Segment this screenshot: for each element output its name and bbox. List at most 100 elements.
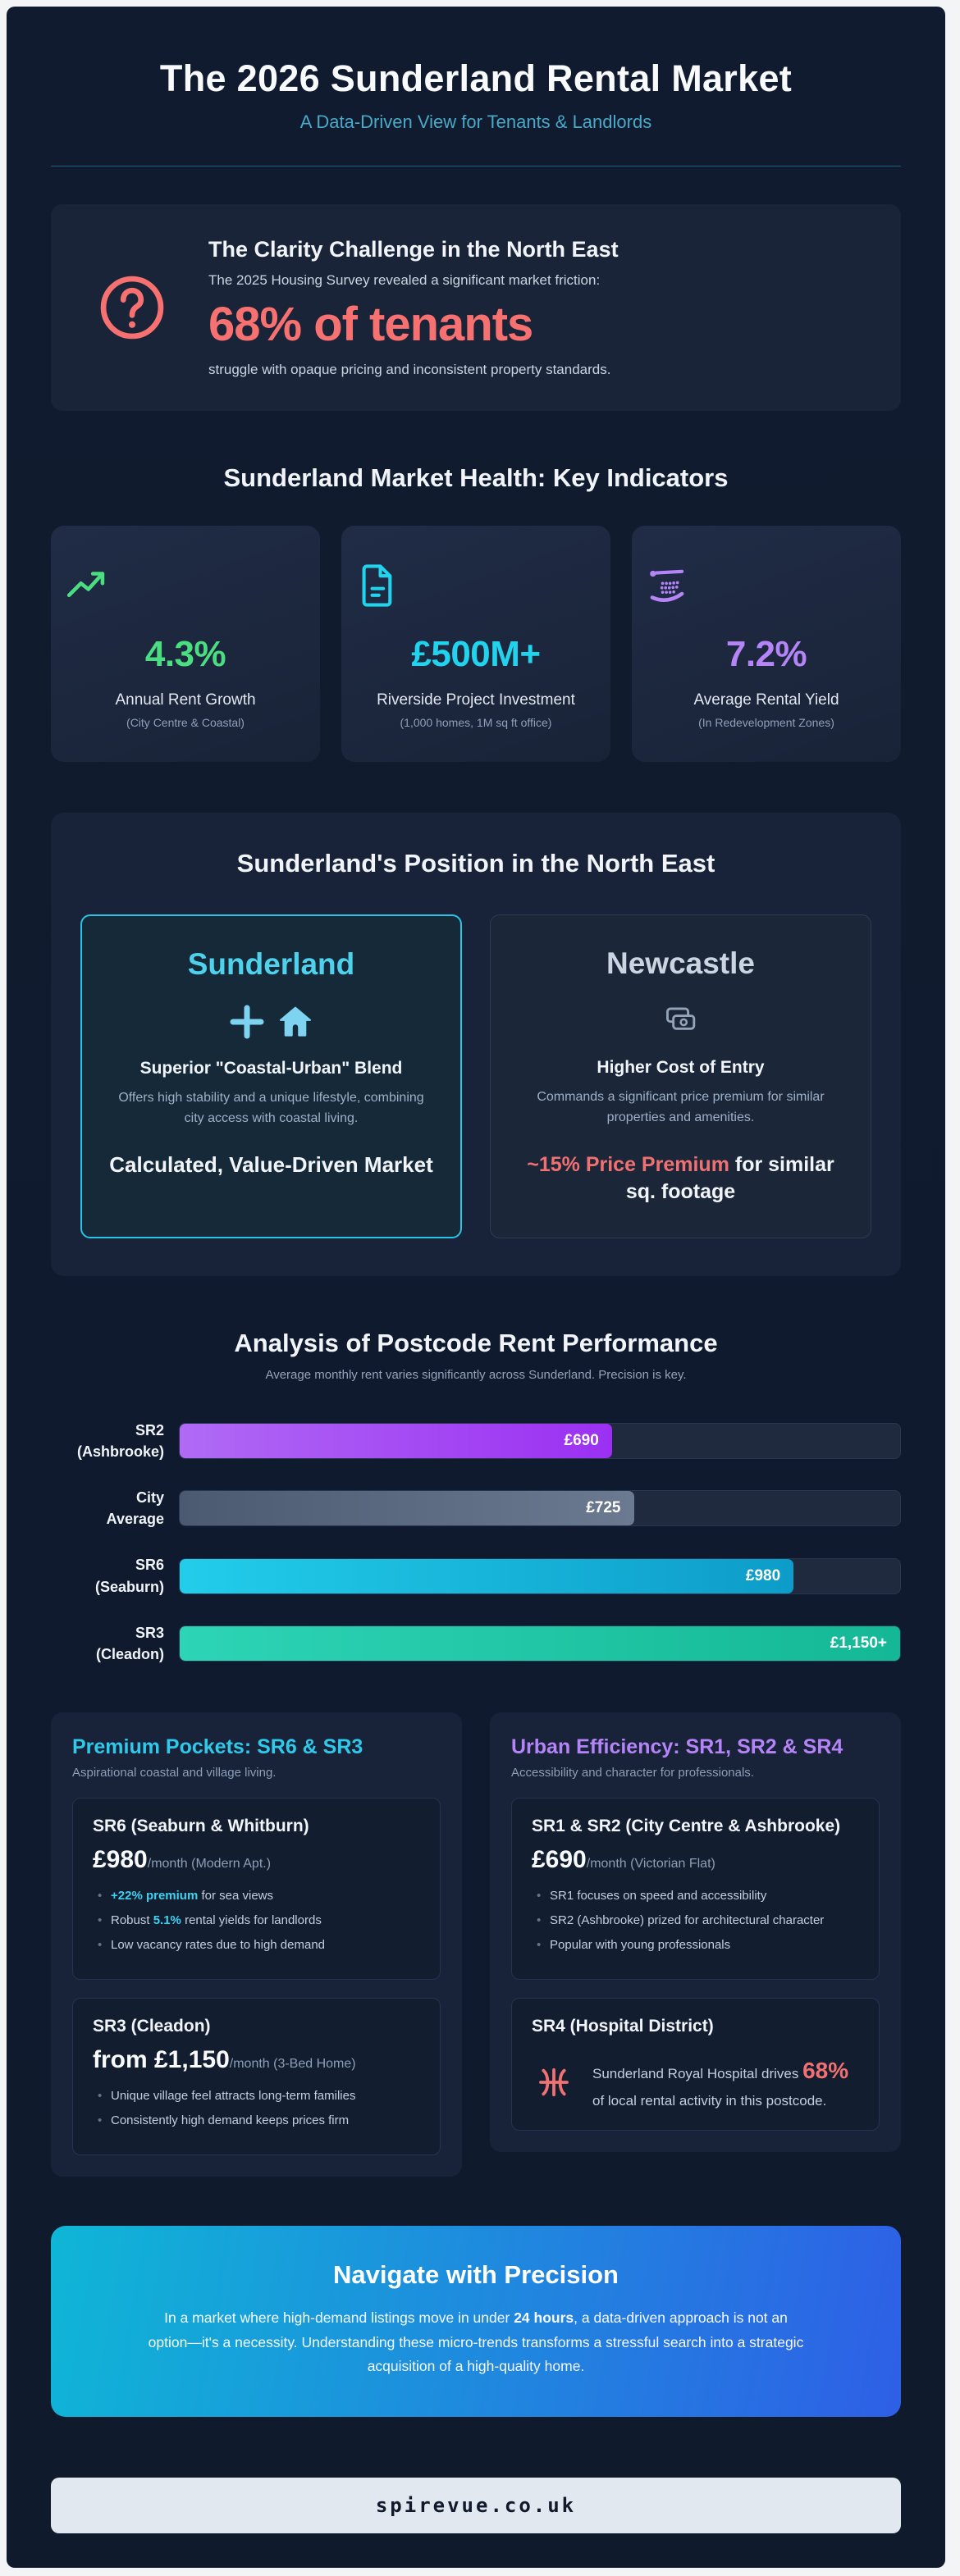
sr1-sr2-price-suffix: /month (Victorian Flat)	[586, 1856, 715, 1871]
cta-bold-text: 24 hours	[514, 2309, 574, 2326]
bar-row-city-average: City Average £725	[51, 1487, 901, 1530]
position-heading: Sunderland's Position in the North East	[236, 849, 715, 878]
bar-fill-sr6: £980	[180, 1558, 794, 1593]
bar-value: £725	[586, 1499, 621, 1517]
bar-label-line1: City	[135, 1489, 164, 1507]
indicator-card-rental-yield: 7.2% Average Rental Yield (In Redevelopm…	[632, 526, 901, 762]
indicator-sublabel: (City Centre & Coastal)	[126, 716, 245, 729]
document-icon	[353, 562, 599, 609]
bar-fill-city-average: £725	[180, 1491, 634, 1526]
premium-subheading: Aspirational coastal and village living.	[72, 1765, 277, 1780]
page-subtitle: A Data-Driven View for Tenants & Landlor…	[299, 112, 652, 132]
sunderland-name: Sunderland	[187, 947, 355, 981]
price-premium-highlight: ~15% Price Premium	[527, 1152, 729, 1176]
sr4-stat-line: Sunderland Royal Hospital drives 68% of …	[592, 2057, 849, 2109]
bar-value: £690	[564, 1432, 599, 1450]
indicator-card-investment: £500M+ Riverside Project Investment (1,0…	[341, 526, 610, 762]
clarity-text-block: The Clarity Challenge in the North East …	[208, 237, 619, 378]
newcastle-description: Commands a significant price premium for…	[537, 1090, 825, 1124]
sr4-title: SR4 (Hospital District)	[532, 2016, 714, 2036]
cta-banner: Navigate with Precision In a market wher…	[51, 2225, 901, 2418]
sr3-bullet-list: Unique village feel attracts long-term f…	[93, 2087, 420, 2129]
cta-heading: Navigate with Precision	[333, 2259, 619, 2289]
list-item: +22% premium for sea views	[98, 1887, 420, 1904]
sr6-bullet-list: +22% premium for sea views Robust 5.1% r…	[93, 1887, 420, 1954]
sr6-price: £980	[93, 1845, 148, 1873]
bar-fill-sr3: £1,150+	[180, 1625, 900, 1661]
clarity-stat: 68% of tenants	[208, 298, 533, 351]
sr4-hospital-row: Sunderland Royal Hospital drives 68% of …	[532, 2053, 859, 2112]
sr3-price-line: from £1,150/month (3-Bed Home)	[93, 2046, 420, 2074]
newcastle-premium-line: ~15% Price Premium for similar sq. foota…	[515, 1151, 846, 1207]
position-grid: Sunderland Superior "Coastal-Urba	[80, 914, 871, 1239]
list-item: SR2 (Ashbrooke) prized for architectural…	[537, 1912, 859, 1929]
chart-subtitle: Average monthly rent varies significantl…	[265, 1368, 687, 1383]
indicator-sublabel: (1,000 homes, 1M sq ft office)	[400, 716, 552, 729]
sunderland-card: Sunderland Superior "Coastal-Urba	[80, 914, 462, 1239]
indicator-value: 7.2%	[725, 634, 807, 674]
bar-row-sr6: SR6 (Seaburn) £980	[51, 1554, 901, 1597]
sunderland-description: Offers high stability and a unique lifes…	[118, 1091, 424, 1125]
newcastle-name: Newcastle	[606, 946, 755, 980]
bar-label-line2: (Ashbrooke)	[76, 1443, 164, 1461]
key-indicators-section: Sunderland Market Health: Key Indicators…	[51, 463, 901, 762]
trending-up-icon	[62, 562, 309, 609]
indicator-value: 4.3%	[144, 634, 226, 674]
bar-label-line2: (Cleadon)	[96, 1645, 164, 1662]
bar-label: SR2 (Ashbrooke)	[51, 1420, 164, 1462]
urban-efficiency-card: Urban Efficiency: SR1, SR2 & SR4 Accessi…	[490, 1712, 901, 2152]
postcode-chart-section: Analysis of Postcode Rent Performance Av…	[51, 1329, 901, 1665]
newcastle-card: Newcastle Higher Cost of Entry Commands …	[490, 914, 871, 1239]
sr1-sr2-price: £690	[532, 1845, 587, 1873]
bar-track: £980	[179, 1557, 901, 1594]
bar-value: £980	[745, 1566, 781, 1584]
list-item: Popular with young professionals	[537, 1936, 859, 1954]
bar-label-line1: SR3	[135, 1624, 164, 1641]
indicator-cards-row: 4.3% Annual Rent Growth (City Centre & C…	[51, 526, 901, 762]
indicator-label: Riverside Project Investment	[377, 691, 575, 709]
hospital-icon	[532, 2060, 576, 2104]
cta-body: In a market where high-demand listings m…	[148, 2309, 804, 2375]
bar-label: City Average	[51, 1487, 164, 1530]
sr3-price-suffix: /month (3-Bed Home)	[229, 2056, 356, 2071]
sr3-price: from £1,150	[93, 2045, 230, 2073]
bar-value: £1,150+	[830, 1634, 887, 1652]
website-url: spirevue.co.uk	[375, 2494, 577, 2518]
bar-label-line1: SR2	[135, 1422, 164, 1439]
infographic-canvas: The 2026 Sunderland Rental Market A Data…	[7, 7, 945, 2569]
sr6-price-line: £980/month (Modern Apt.)	[93, 1846, 420, 1874]
list-item: Low vacancy rates due to high demand	[98, 1936, 420, 1954]
sr6-price-suffix: /month (Modern Apt.)	[147, 1856, 272, 1871]
price-premium-rest: for similar sq. footage	[625, 1152, 834, 1204]
sunderland-tagline: Superior "Coastal-Urban" Blend	[139, 1059, 403, 1078]
sr3-detail-card: SR3 (Cleadon) from £1,150/month (3-Bed H…	[72, 1997, 441, 2155]
banknotes-icon	[662, 1002, 700, 1040]
premium-heading: Premium Pockets: SR6 & SR3	[72, 1735, 363, 1758]
bar-label-line1: SR6	[135, 1557, 164, 1574]
sr1-sr2-bullet-list: SR1 focuses on speed and accessibility S…	[532, 1887, 859, 1954]
page-title: The 2026 Sunderland Rental Market	[159, 57, 793, 99]
bar-track: £1,150+	[179, 1625, 901, 1662]
clarity-challenge-card: The Clarity Challenge in the North East …	[51, 204, 901, 411]
bar-label-line2: (Seaburn)	[94, 1578, 164, 1595]
urban-heading: Urban Efficiency: SR1, SR2 & SR4	[511, 1735, 843, 1758]
clarity-line1: The 2025 Housing Survey revealed a signi…	[208, 272, 601, 288]
sr1-sr2-title: SR1 & SR2 (City Centre & Ashbrooke)	[532, 1816, 841, 1835]
urban-subheading: Accessibility and character for professi…	[511, 1765, 754, 1780]
newcastle-tagline: Higher Cost of Entry	[597, 1058, 765, 1077]
chart-title: Analysis of Postcode Rent Performance	[234, 1329, 718, 1358]
bar-label: SR6 (Seaburn)	[51, 1554, 164, 1597]
list-item: Consistently high demand keeps prices fi…	[98, 2112, 420, 2129]
position-section: Sunderland's Position in the North East …	[51, 813, 901, 1277]
indicator-value: £500M+	[411, 634, 541, 674]
sr3-title: SR3 (Cleadon)	[93, 2016, 211, 2036]
bar-label-line2: Average	[106, 1511, 164, 1528]
bar-row-sr3: SR3 (Cleadon) £1,150+	[51, 1622, 901, 1665]
list-item: SR1 focuses on speed and accessibility	[537, 1887, 859, 1904]
sunderland-verdict: Calculated, Value-Driven Market	[109, 1151, 433, 1177]
list-item: Robust 5.1% rental yields for landlords	[98, 1912, 420, 1929]
footer-bar: spirevue.co.uk	[51, 2478, 901, 2534]
indicator-card-rent-growth: 4.3% Annual Rent Growth (City Centre & C…	[51, 526, 320, 762]
bar-track: £690	[179, 1423, 901, 1460]
stadium-icon	[643, 562, 889, 609]
